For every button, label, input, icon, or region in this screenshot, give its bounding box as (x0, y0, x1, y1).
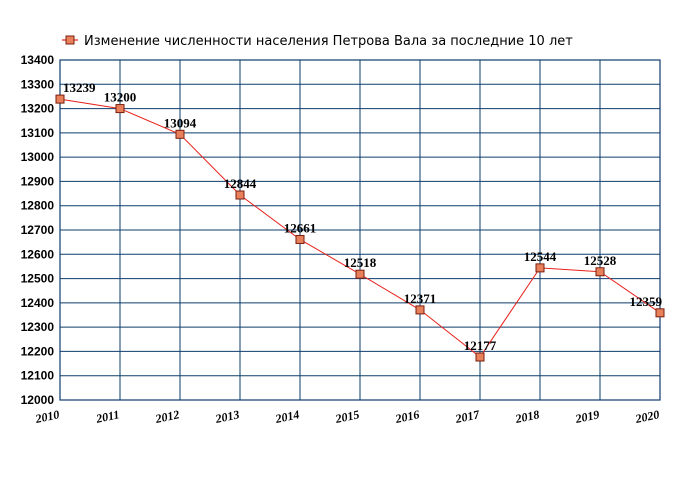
x-tick-label: 2020 (633, 407, 660, 426)
data-label: 13200 (104, 90, 137, 105)
data-label: 12177 (464, 338, 497, 353)
y-tick-label: 12000 (21, 393, 55, 407)
data-point-marker (475, 352, 485, 362)
data-point-marker (295, 234, 305, 244)
y-tick-label: 12100 (21, 369, 55, 383)
data-point-marker (535, 263, 545, 273)
data-point-marker (415, 305, 425, 315)
x-tick-label: 2012 (153, 407, 180, 426)
legend-label: Изменение численности населения Петрова … (84, 34, 573, 49)
data-label: 13094 (164, 115, 197, 130)
data-labels: 13239 13200 13094 12844 12661 12518 12371 12177… (63, 80, 663, 353)
y-tick-label: 12900 (21, 174, 55, 188)
x-tick-label: 2010 (33, 407, 60, 426)
y-tick-label: 12800 (21, 199, 55, 213)
series-markers (55, 94, 665, 362)
y-tick-label: 12500 (21, 272, 55, 286)
y-tick-label: 13000 (21, 150, 55, 164)
data-label: 12844 (224, 176, 257, 191)
x-tick-label: 2016 (393, 407, 420, 426)
x-tick-label: 2017 (453, 407, 481, 426)
x-tick-label: 2013 (213, 407, 240, 426)
x-tick-label: 2015 (333, 407, 360, 426)
y-tick-label: 12400 (21, 296, 55, 310)
chart-legend: Изменение численности населения Петрова … (62, 34, 573, 49)
data-label: 12528 (584, 253, 617, 268)
data-point-marker (175, 129, 185, 139)
x-axis-ticks: 2010 2011 2012 2013 2014 2015 2016 2017 2018 2019… (33, 407, 660, 426)
chart-grid (59, 59, 661, 401)
legend-marker-swatch (65, 35, 75, 45)
y-tick-label: 12600 (21, 247, 55, 261)
x-tick-label: 2011 (94, 407, 121, 426)
plot-frame (59, 59, 661, 401)
data-point-marker (235, 190, 245, 200)
data-point-marker (655, 308, 665, 318)
y-axis-ticks: 12000 12100 12200 12300 12400 12500 12600 12700… (21, 53, 55, 407)
y-tick-label: 12700 (21, 223, 55, 237)
data-point-marker (355, 269, 365, 279)
data-label: 12359 (630, 294, 663, 309)
x-tick-label: 2014 (273, 407, 300, 426)
data-point-marker (595, 267, 605, 277)
data-label: 12661 (284, 220, 317, 235)
y-tick-label: 12200 (21, 344, 55, 358)
data-label: 12544 (524, 249, 557, 264)
y-tick-label: 13400 (21, 53, 55, 67)
data-label: 13239 (63, 80, 96, 95)
x-tick-label: 2019 (573, 407, 600, 426)
data-point-marker (55, 94, 65, 104)
data-label: 12518 (344, 255, 377, 270)
y-tick-label: 13100 (21, 126, 55, 140)
y-tick-label: 13300 (21, 77, 55, 91)
y-tick-label: 12300 (21, 320, 55, 334)
x-tick-label: 2018 (513, 407, 540, 426)
data-point-marker (115, 104, 125, 114)
data-label: 12371 (404, 291, 437, 306)
y-tick-label: 13200 (21, 102, 55, 116)
